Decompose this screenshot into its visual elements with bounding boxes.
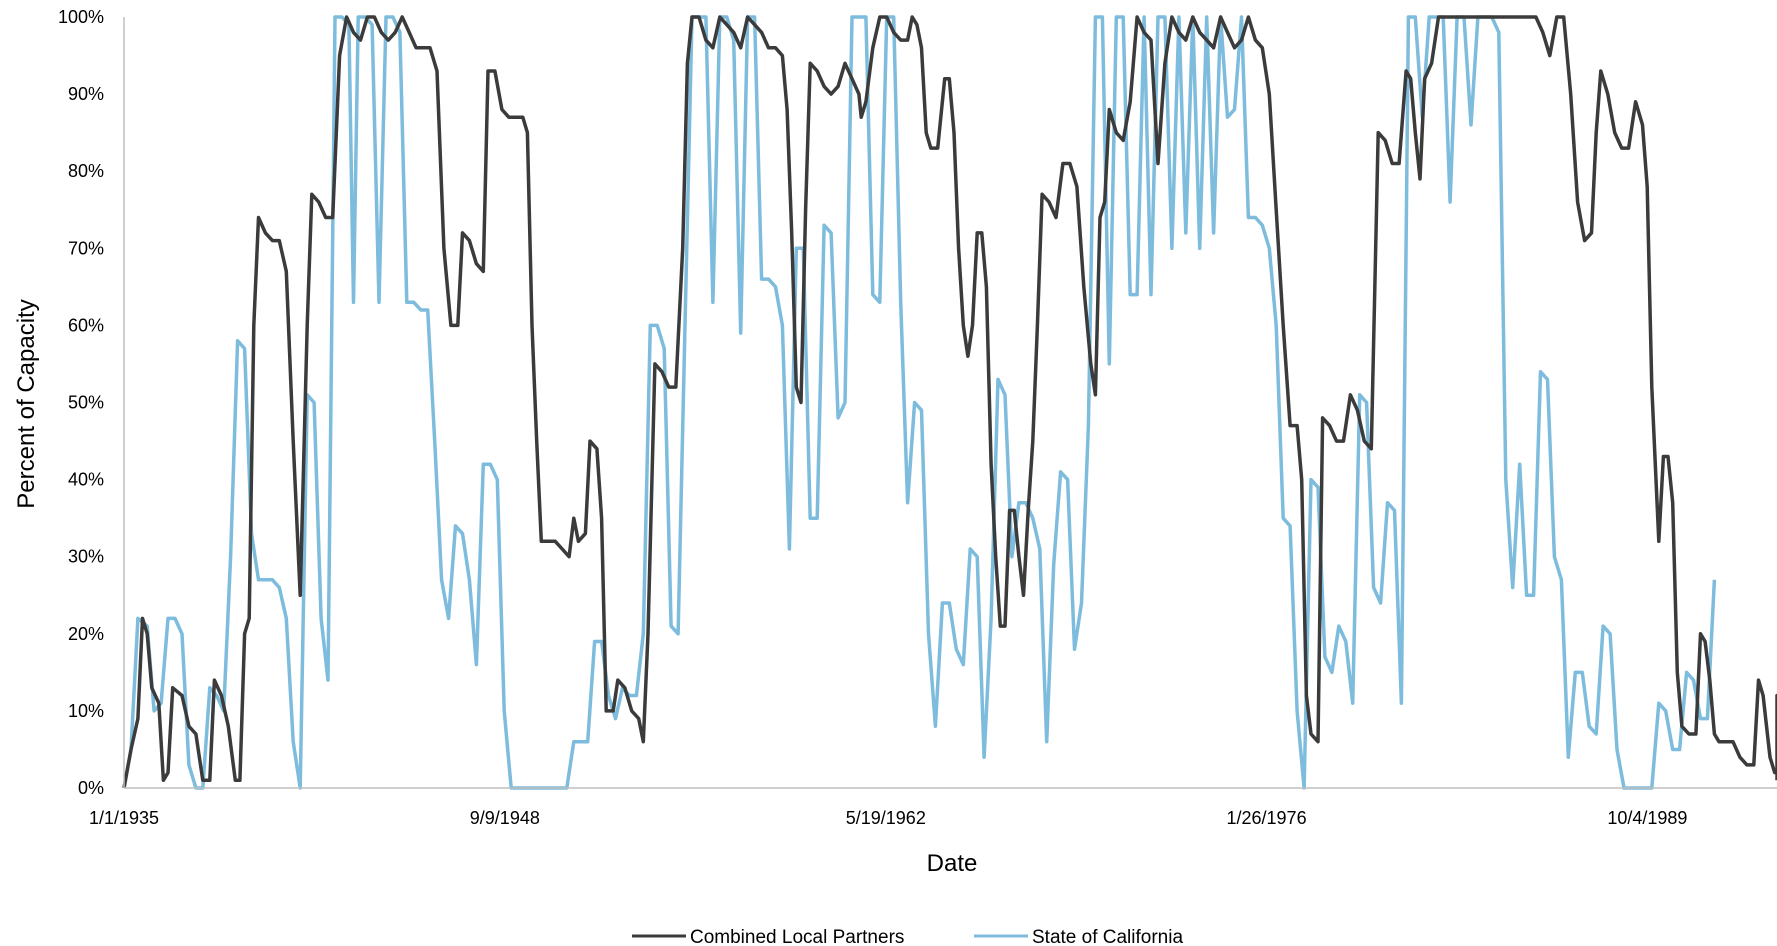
legend-label-state-of-california: State of California [1032,927,1183,946]
y-tick-label: 80% [68,161,104,181]
y-tick-label: 30% [68,547,104,567]
y-tick-label: 90% [68,84,104,104]
y-tick-label: 100% [58,7,104,27]
y-tick-label: 50% [68,393,104,413]
x-tick-label: 1/1/1935 [89,808,159,828]
x-tick-label: 1/26/1976 [1227,808,1307,828]
x-tick-label: 9/9/1948 [470,808,540,828]
y-axis-ticks: 0% 10% 20% 30% 40% 50% 60% 70% 80% 90% 100% [58,7,104,798]
y-tick-label: 60% [68,315,104,335]
y-tick-label: 40% [68,470,104,490]
x-axis-title: Date [927,850,978,877]
y-tick-label: 0% [78,778,104,798]
y-axis-title: Percent of Capacity [13,299,40,508]
series-line-state-of-california [122,15,1717,790]
x-tick-label: 10/4/1989 [1607,808,1687,828]
y-tick-label: 70% [68,238,104,258]
y-tick-label: 20% [68,624,104,644]
x-tick-label: 5/19/1962 [846,808,926,828]
series-line-combined-local-partners [122,15,1777,789]
plot-area [122,15,1777,790]
x-axis-ticks: 1/1/1935 9/9/1948 5/19/1962 1/26/1976 10/4/1… [89,808,1687,828]
legend-label-combined-local-partners: Combined Local Partners [690,927,904,946]
y-tick-label: 10% [68,701,104,721]
legend: Combined Local Partners State of Califor… [632,927,1183,946]
